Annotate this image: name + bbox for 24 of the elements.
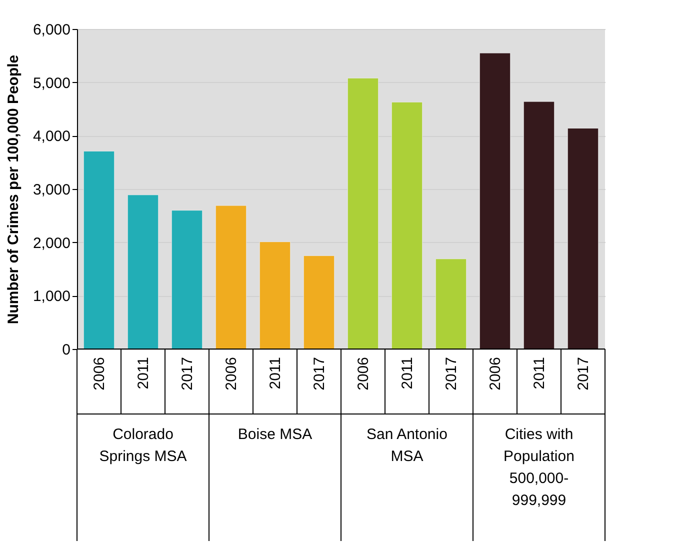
text: Cities with Population 500,000-999,999 xyxy=(504,426,574,509)
y-tick-label: 5,000 xyxy=(32,74,70,92)
y-tick-label: 2,000 xyxy=(32,234,70,252)
x-tick-label: 2017 xyxy=(179,357,196,390)
y-tick-label: 3,000 xyxy=(32,182,70,198)
y-tick-label: 0 xyxy=(62,342,70,358)
text: Colorado Springs MSA xyxy=(99,426,187,465)
x-tick-label: 2011 xyxy=(399,357,416,390)
x-tick-label: 2017 xyxy=(575,357,592,390)
y-tick-label: 1,000 xyxy=(32,288,70,306)
x-tick-label: 2011 xyxy=(531,357,548,390)
y-tick-label: 6,000 xyxy=(32,22,70,38)
text: Boise MSA xyxy=(238,426,312,443)
x-tick-label: 2017 xyxy=(443,357,460,390)
y-axis-title: Number of Crimes per 100,000 People xyxy=(4,54,22,324)
y-tick-label: 4,000 xyxy=(32,128,70,146)
x-tick-label: 2006 xyxy=(355,357,372,390)
x-tick-label: 2017 xyxy=(311,357,328,390)
x-tick-label: 2006 xyxy=(91,357,108,390)
x-tick-label: 2006 xyxy=(487,357,504,390)
x-tick-label: 2011 xyxy=(135,357,152,390)
text: San Antonio MSA xyxy=(366,426,448,465)
x-tick-label: 2006 xyxy=(223,357,240,390)
x-tick-label: 2011 xyxy=(267,357,284,390)
